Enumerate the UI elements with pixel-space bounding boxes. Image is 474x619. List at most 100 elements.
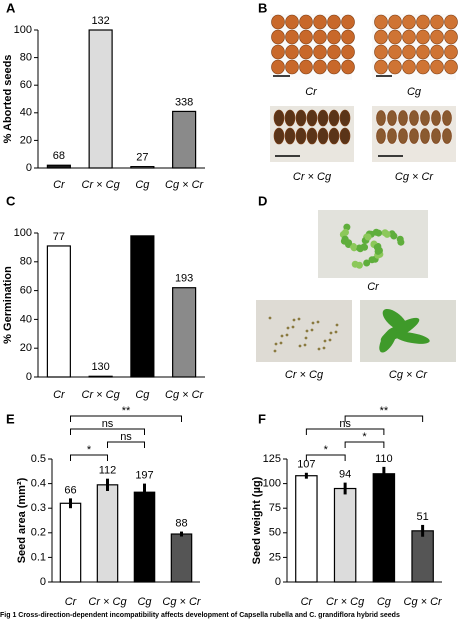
significance-bracket <box>344 441 385 448</box>
y-tick-label: 0.2 <box>31 527 46 539</box>
seedling <box>329 331 333 335</box>
leaf <box>351 260 359 268</box>
photo-label: Cr × Cg <box>293 171 332 183</box>
seed <box>444 14 458 30</box>
seedling <box>304 336 308 340</box>
seed <box>271 29 285 45</box>
leaf <box>374 247 382 255</box>
leaf <box>343 223 351 231</box>
count-label: 68 <box>53 150 65 162</box>
count-label: 193 <box>175 273 193 285</box>
seed <box>284 127 296 145</box>
bar <box>130 235 155 378</box>
seed <box>430 44 444 60</box>
seed <box>374 14 388 30</box>
seed <box>430 29 444 45</box>
bar <box>411 530 434 583</box>
seed <box>317 109 329 127</box>
y-tick-label: 0 <box>26 162 32 174</box>
seed <box>387 128 397 144</box>
seed <box>299 44 313 60</box>
seed <box>416 44 430 60</box>
seedling <box>322 346 326 350</box>
bar <box>170 533 193 583</box>
seedling <box>279 341 283 345</box>
photo-label: Cr × Cg <box>285 369 324 381</box>
seed <box>317 127 329 145</box>
seed <box>341 59 355 75</box>
y-tick-label: 0 <box>40 576 46 588</box>
x-tick-label: Cg × Cr <box>404 596 444 608</box>
panel-letter: B <box>258 0 267 15</box>
seed <box>416 29 430 45</box>
y-tick-label: 40 <box>20 107 32 119</box>
x-tick-label: Cr <box>65 596 78 608</box>
x-tick-label: Cg × Cr <box>165 389 205 401</box>
seed <box>420 110 430 126</box>
seedling <box>291 325 295 329</box>
seed <box>328 109 340 127</box>
bar <box>172 287 197 378</box>
count-label: 27 <box>136 152 148 164</box>
seedling <box>285 333 289 337</box>
seed <box>271 59 285 75</box>
seed <box>299 59 313 75</box>
y-axis-label: % Aborted seeds <box>2 55 14 144</box>
x-tick-label: Cg <box>135 389 150 401</box>
count-label: 110 <box>375 453 393 465</box>
x-tick-label: Cg × Cr <box>165 179 205 191</box>
y-tick-label: 0 <box>26 371 32 383</box>
y-tick-label: 0 <box>275 576 281 588</box>
significance-label: * <box>362 431 367 443</box>
bar <box>333 487 357 583</box>
seed <box>430 14 444 30</box>
seed <box>313 44 327 60</box>
seed <box>339 127 351 145</box>
seed <box>285 44 299 60</box>
seed <box>285 59 299 75</box>
seedling <box>311 321 315 325</box>
seed <box>444 29 458 45</box>
seedling <box>297 317 301 321</box>
seed <box>442 128 452 144</box>
leaf <box>383 230 391 238</box>
leaf <box>379 327 397 353</box>
x-tick-label: Cg <box>137 596 152 608</box>
panel-letter: A <box>6 0 16 15</box>
seedling <box>334 330 338 334</box>
significance-label: * <box>324 444 329 456</box>
x-tick-label: Cr <box>53 389 66 401</box>
bar <box>295 475 318 583</box>
significance-label: * <box>87 444 92 456</box>
count-label: 197 <box>135 470 153 482</box>
y-tick-label: 0.3 <box>31 502 46 514</box>
significance-label: ** <box>380 405 389 417</box>
seed <box>341 14 355 30</box>
y-tick-label: 40 <box>20 313 32 325</box>
seedling <box>310 328 314 332</box>
bar <box>59 502 82 583</box>
leaf <box>368 256 376 264</box>
seed <box>398 110 408 126</box>
x-tick-label: Cr <box>53 179 66 191</box>
seed <box>339 109 351 127</box>
leaf <box>382 308 408 332</box>
panel-letter: D <box>258 193 267 208</box>
seed <box>327 59 341 75</box>
count-label: 130 <box>91 361 109 373</box>
seedling <box>335 323 339 327</box>
seed <box>327 44 341 60</box>
bar <box>133 491 156 583</box>
x-tick-label: Cr <box>301 596 314 608</box>
photo <box>256 300 352 362</box>
y-tick-label: 0.5 <box>31 453 46 465</box>
seed <box>341 44 355 60</box>
photo-label: Cg × Cr <box>389 369 429 381</box>
significance-bracket <box>344 415 424 422</box>
seed <box>388 14 402 30</box>
seed <box>374 59 388 75</box>
seed <box>295 109 307 127</box>
seed <box>285 29 299 45</box>
photo-label: Cr <box>367 281 380 293</box>
y-tick-label: 80 <box>20 256 32 268</box>
